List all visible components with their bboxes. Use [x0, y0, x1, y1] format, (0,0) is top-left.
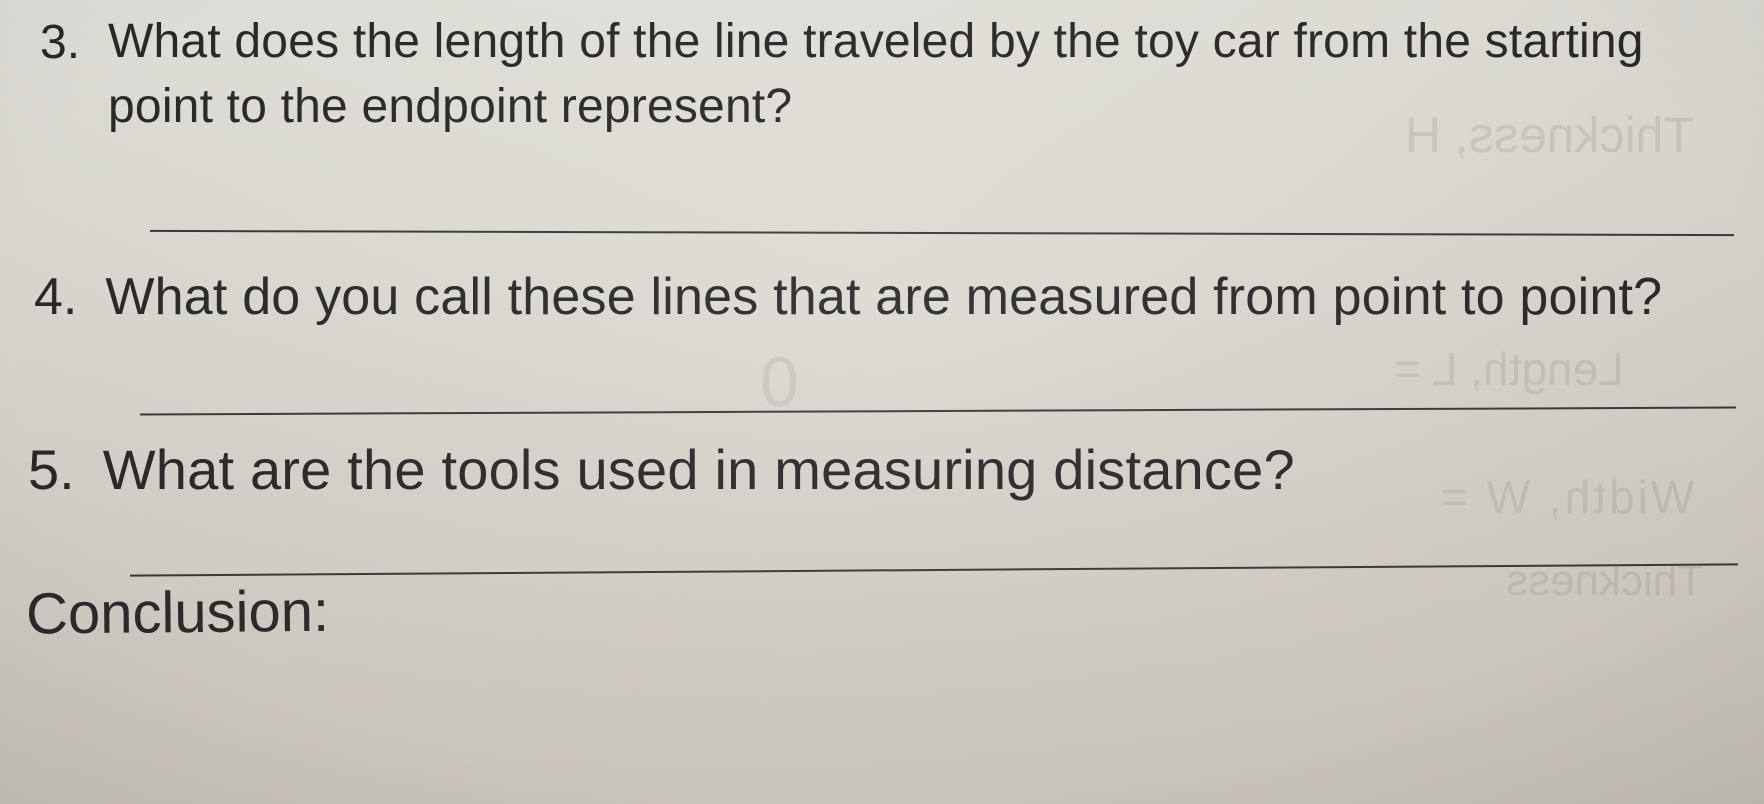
question-4-number: 4.	[34, 262, 77, 328]
worksheet-page: 3. What does the length of the line trav…	[0, 0, 1764, 804]
question-5-number: 5.	[28, 432, 75, 503]
conclusion-label: Conclusion:	[26, 566, 1745, 648]
question-4-text: What do you call these lines that are me…	[105, 262, 1662, 332]
ghost-text: Length, L =	[1394, 342, 1624, 396]
question-5: 5. What are the tools used in measuring …	[28, 432, 1744, 508]
question-3-text: What does the length of the line travele…	[108, 10, 1744, 140]
question-3-number: 3.	[40, 10, 80, 72]
question-3: 3. What does the length of the line trav…	[40, 10, 1744, 140]
question-5-text: What are the tools used in measuring dis…	[103, 432, 1295, 508]
answer-line-4	[140, 406, 1736, 415]
question-4: 4. What do you call these lines that are…	[34, 262, 1744, 332]
answer-line-3	[150, 230, 1734, 236]
